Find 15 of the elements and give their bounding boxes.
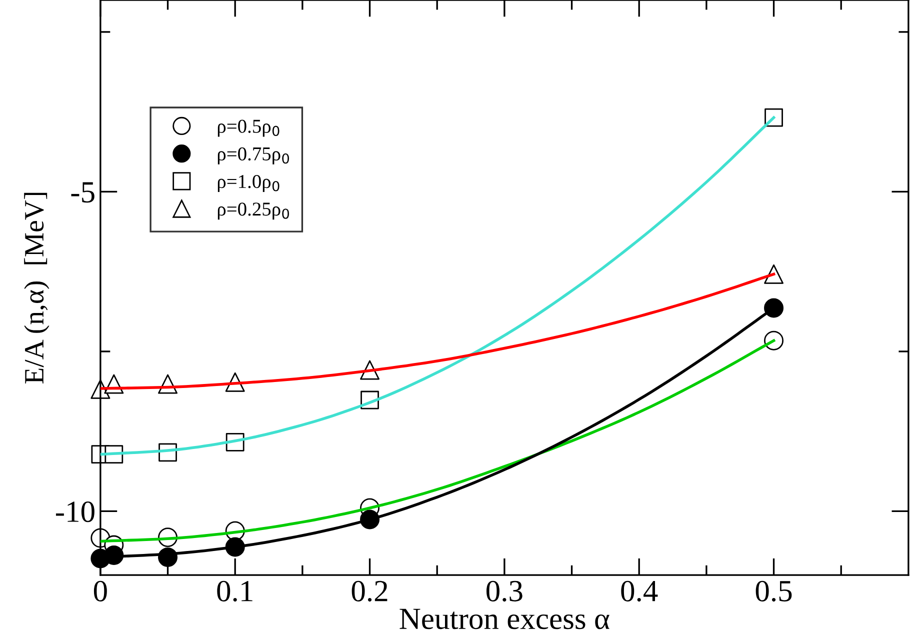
x-axis-title: Neutron excess α xyxy=(400,608,610,630)
x-tick-label: 0.2 xyxy=(352,580,388,602)
y-tick-label: -10 xyxy=(56,501,94,522)
x-tick-label: 0.3 xyxy=(486,580,522,602)
x-tick-label: 0 xyxy=(94,580,107,602)
point xyxy=(764,298,784,318)
legend-label: ρ=0.5ρ$_{0}$ xyxy=(218,120,280,137)
x-tick-label: 0.5 xyxy=(756,580,792,602)
legend-label: ρ=0.25ρ$_{0}$ xyxy=(218,202,290,220)
x-tick-label: 0.1 xyxy=(217,580,252,602)
legend-label: ρ=1.0ρ$_{0}$ xyxy=(218,174,280,192)
y-axis-title: E/A (n,α) [MeV] xyxy=(24,192,50,384)
legend-label: ρ=0.75ρ$_{0}$ xyxy=(218,147,290,164)
x-tick-label: 0.4 xyxy=(621,580,658,602)
y-tick-label: -5 xyxy=(71,182,94,203)
